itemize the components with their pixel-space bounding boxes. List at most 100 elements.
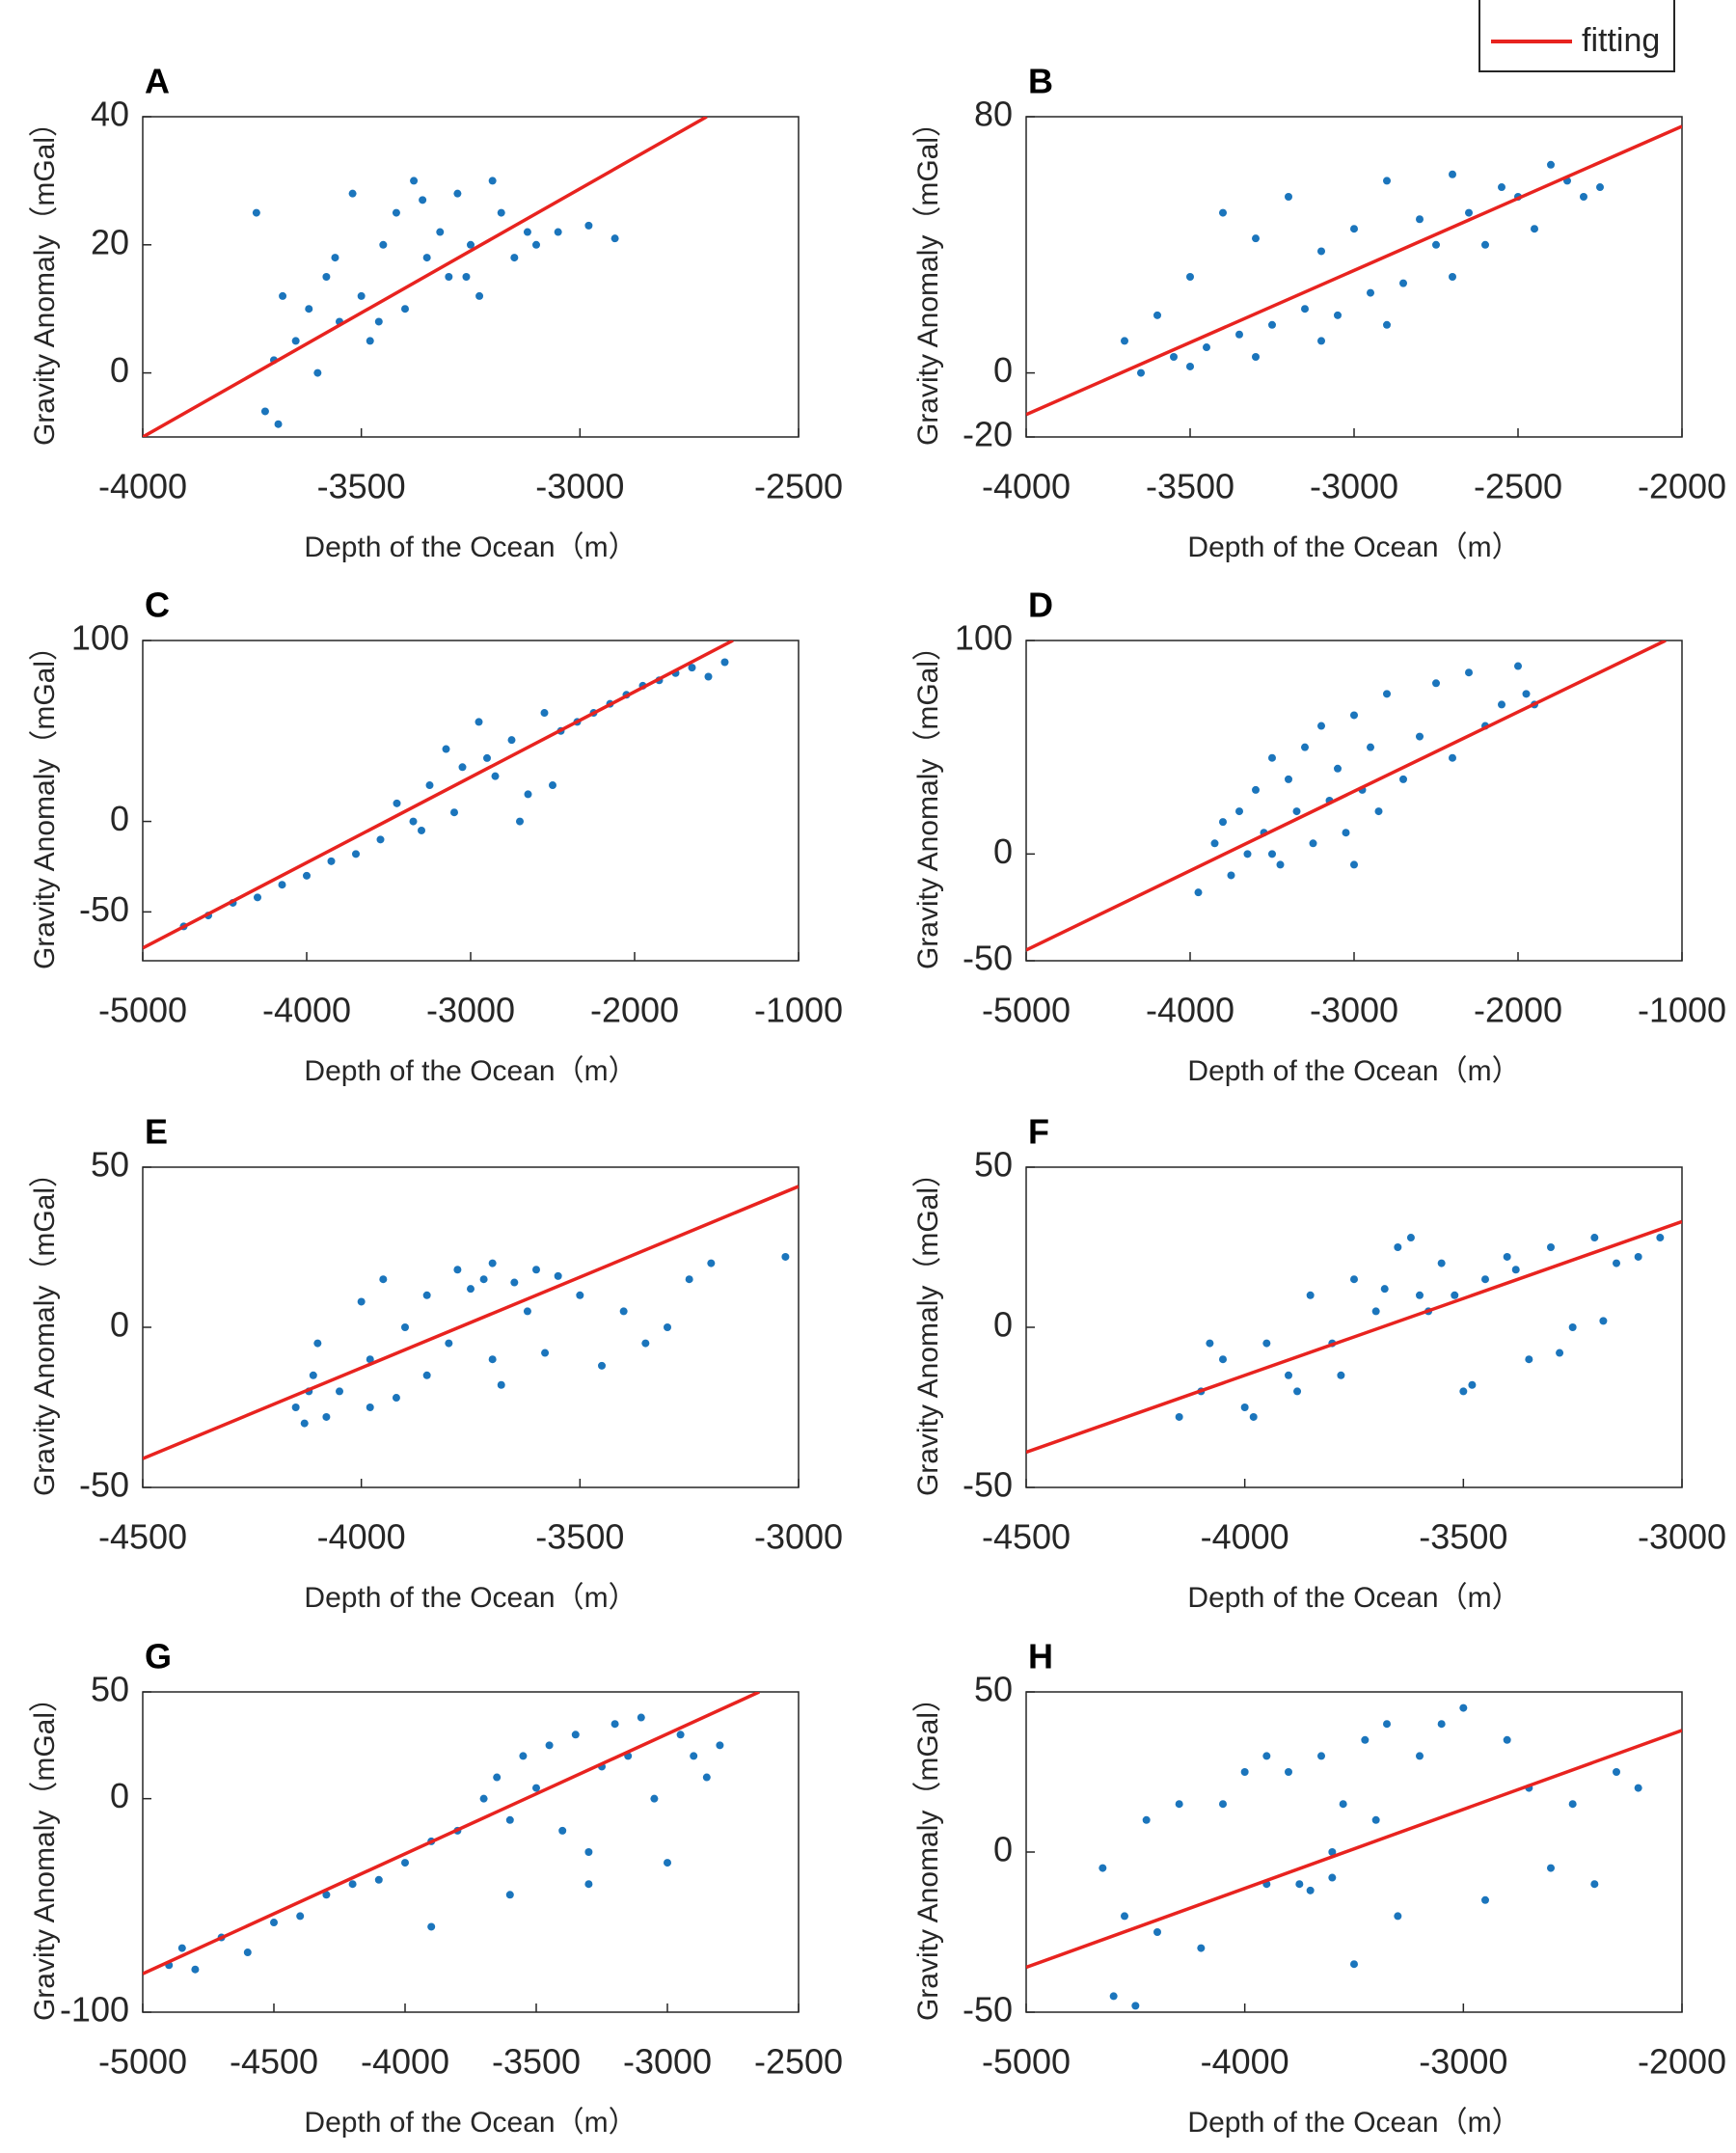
point bbox=[516, 817, 524, 826]
point bbox=[532, 1784, 540, 1792]
y-tick-label: 0 bbox=[110, 1305, 129, 1345]
point bbox=[1449, 273, 1456, 281]
point bbox=[1514, 662, 1522, 670]
y-tick-label: 0 bbox=[110, 799, 129, 838]
x-tick-label: -3500 bbox=[492, 2042, 581, 2082]
point bbox=[598, 1361, 606, 1370]
point bbox=[1394, 1243, 1402, 1251]
point bbox=[1350, 1275, 1358, 1284]
point bbox=[1451, 1291, 1459, 1299]
point bbox=[392, 1394, 400, 1403]
point bbox=[549, 781, 556, 790]
x-tick-label: -4000 bbox=[1201, 1517, 1289, 1557]
point bbox=[1328, 1873, 1337, 1882]
x-tick-label: -2000 bbox=[1638, 467, 1726, 506]
point bbox=[1243, 850, 1252, 858]
point bbox=[1634, 1252, 1642, 1261]
point bbox=[1634, 1784, 1642, 1792]
point bbox=[427, 1922, 436, 1931]
point bbox=[422, 254, 431, 262]
point bbox=[532, 240, 540, 249]
point bbox=[1203, 343, 1210, 352]
point bbox=[348, 189, 357, 198]
point bbox=[1317, 247, 1325, 256]
point bbox=[313, 368, 322, 377]
point bbox=[523, 1307, 531, 1316]
x-tick-label: -4000 bbox=[982, 467, 1071, 506]
point bbox=[374, 317, 383, 326]
y-tick-label: -20 bbox=[963, 415, 1013, 454]
point bbox=[366, 337, 374, 345]
point bbox=[1197, 1944, 1206, 1952]
point bbox=[1383, 1720, 1391, 1729]
point bbox=[376, 835, 385, 844]
x-tick-label: -3500 bbox=[317, 467, 406, 506]
point bbox=[1547, 1243, 1555, 1251]
y-tick-label: 50 bbox=[974, 1145, 1013, 1185]
point bbox=[303, 871, 311, 880]
plot-content bbox=[143, 1692, 760, 1976]
point bbox=[1309, 839, 1317, 848]
x-axis-label: Depth of the Ocean（m） bbox=[304, 531, 637, 563]
x-tick-label: -4000 bbox=[1146, 991, 1234, 1030]
point bbox=[1613, 1768, 1620, 1776]
point bbox=[1292, 807, 1301, 816]
point bbox=[374, 1875, 383, 1884]
point bbox=[1121, 337, 1128, 345]
point bbox=[488, 177, 497, 185]
plot-area bbox=[1025, 1166, 1683, 1488]
point bbox=[1465, 208, 1473, 217]
point bbox=[1432, 240, 1440, 249]
x-tick-label: -3500 bbox=[535, 1517, 624, 1557]
x-tick-label: -4500 bbox=[982, 1517, 1071, 1557]
point bbox=[1317, 1752, 1325, 1760]
point bbox=[357, 1297, 366, 1306]
point bbox=[1374, 807, 1383, 816]
point bbox=[1252, 353, 1260, 361]
point bbox=[704, 672, 713, 681]
point bbox=[493, 1773, 502, 1782]
point bbox=[1219, 818, 1227, 827]
panel-title: E bbox=[145, 1112, 168, 1152]
point bbox=[1153, 311, 1161, 319]
point bbox=[1437, 1259, 1446, 1267]
plot-area bbox=[142, 1166, 800, 1488]
point bbox=[270, 1919, 278, 1927]
point bbox=[1235, 807, 1243, 816]
point bbox=[393, 799, 401, 807]
point bbox=[1568, 1323, 1577, 1331]
y-tick-label: -50 bbox=[963, 1465, 1013, 1505]
point bbox=[558, 1826, 567, 1835]
point bbox=[467, 240, 475, 249]
point bbox=[1503, 1252, 1511, 1261]
point bbox=[1268, 850, 1276, 858]
point bbox=[716, 1741, 724, 1750]
fit-line bbox=[143, 1692, 760, 1976]
point bbox=[453, 189, 462, 198]
x-axis-label: Depth of the Ocean（m） bbox=[304, 2107, 637, 2139]
point bbox=[685, 1275, 693, 1284]
point bbox=[1268, 320, 1276, 329]
point bbox=[260, 407, 269, 416]
point bbox=[1613, 1259, 1620, 1267]
point bbox=[491, 772, 500, 780]
y-axis-label: Gravity Anomaly（mGal） bbox=[29, 1683, 61, 2021]
point bbox=[1432, 679, 1440, 688]
point bbox=[458, 763, 467, 772]
point bbox=[641, 1339, 650, 1348]
point bbox=[781, 1252, 790, 1261]
x-tick-label: -4500 bbox=[98, 1517, 187, 1557]
point bbox=[243, 1949, 252, 1957]
point bbox=[497, 208, 505, 217]
point bbox=[1465, 668, 1473, 677]
point bbox=[650, 1794, 659, 1803]
fit-line bbox=[1026, 1219, 1682, 1455]
x-tick-label: -5000 bbox=[982, 991, 1071, 1030]
point bbox=[1416, 732, 1424, 741]
panel-title: C bbox=[145, 586, 170, 625]
point bbox=[1361, 1735, 1370, 1744]
panel-title: G bbox=[145, 1637, 172, 1676]
point bbox=[425, 781, 434, 790]
point bbox=[1285, 1371, 1292, 1379]
point bbox=[274, 420, 283, 428]
